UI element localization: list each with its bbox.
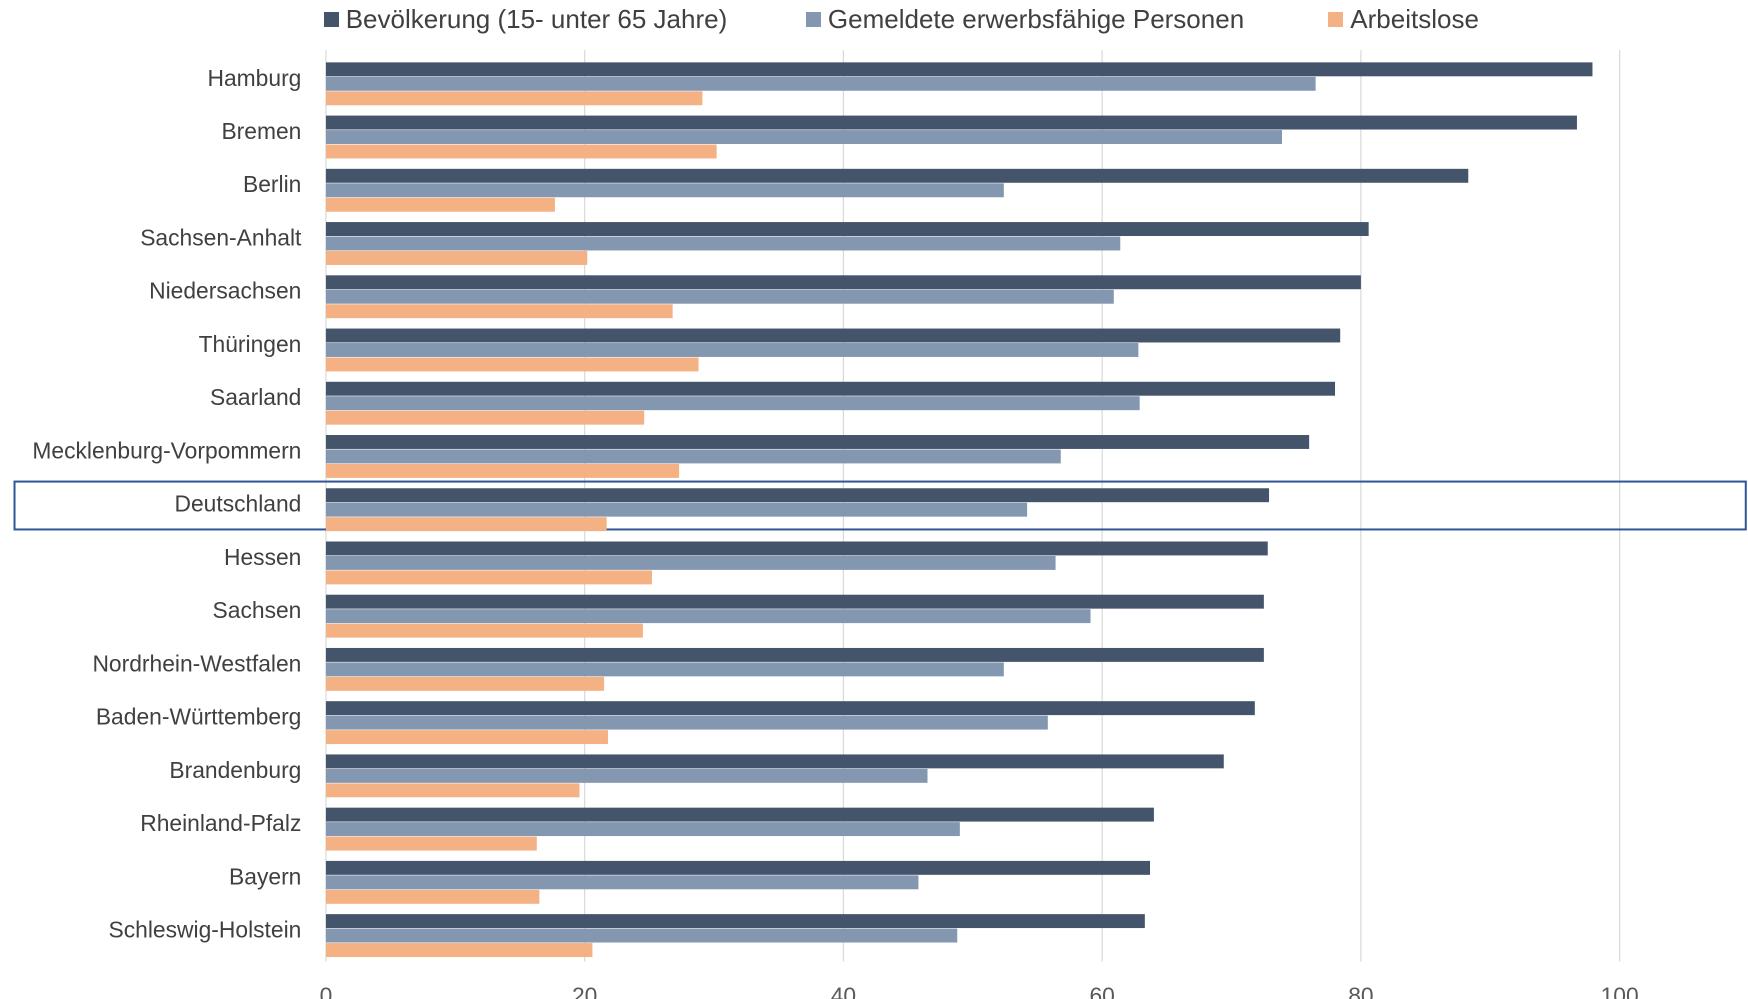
bar-bayern-series-0 (325, 860, 1151, 875)
x-tick-label-60: 60 (1089, 983, 1114, 999)
bar-baden-wuerttemberg-series-1 (325, 715, 1048, 730)
legend-label-bevoelkerung: Bevölkerung (15- unter 65 Jahre) (345, 3, 728, 34)
category-label-nordrhein-westfalen: Nordrhein-Westfalen (92, 650, 301, 676)
bar-niedersachsen-series-2 (325, 304, 673, 319)
category-label-sachsen-anhalt: Sachsen-Anhalt (140, 224, 302, 250)
legend-label-arbeitslose: Arbeitslose (1350, 3, 1479, 34)
bar-schleswig-holstein-series-0 (325, 914, 1145, 929)
legend-item-bevoelkerung: Bevölkerung (15- unter 65 Jahre) (323, 2, 728, 36)
bar-hessen-series-0 (325, 541, 1268, 556)
bar-bayern-series-2 (325, 889, 540, 904)
bar-bayern-series-1 (325, 875, 919, 890)
bar-sachsen-anhalt-series-1 (325, 236, 1121, 251)
bar-hessen-series-2 (325, 570, 652, 585)
x-tick-label-40: 40 (831, 983, 856, 999)
legend-item-arbeitslose: Arbeitslose (1328, 2, 1479, 36)
x-tick-label-20: 20 (572, 983, 597, 999)
legend-swatch-bevoelkerung (323, 11, 339, 27)
bar-hessen-series-1 (325, 555, 1056, 570)
bar-nordrhein-westfalen-series-1 (325, 662, 1004, 677)
category-label-mecklenburg-vorpommern: Mecklenburg-Vorpommern (32, 437, 301, 463)
category-label-hessen: Hessen (224, 544, 301, 570)
category-label-baden-wuerttemberg: Baden-Württemberg (96, 704, 302, 730)
x-tick-label-100: 100 (1601, 983, 1639, 999)
legend: Bevölkerung (15- unter 65 Jahre) Gemelde… (0, 2, 1748, 36)
bar-rheinland-pfalz-series-0 (325, 807, 1154, 822)
bar-thueringen-series-1 (325, 343, 1139, 357)
legend-swatch-arbeitslose (1328, 11, 1344, 27)
bar-bremen-series-2 (325, 144, 717, 159)
x-tick-label-80: 80 (1348, 983, 1373, 999)
bar-hamburg-series-2 (325, 91, 703, 106)
bar-sachsen-series-0 (325, 594, 1264, 609)
legend-swatch-erwerbsfaehige (805, 11, 821, 27)
category-label-bayern: Bayern (229, 863, 301, 889)
bar-bremen-series-1 (325, 130, 1282, 145)
bar-niedersachsen-series-1 (325, 289, 1114, 304)
bar-saarland-series-0 (325, 381, 1336, 396)
bar-mecklenburg-vorpommern-series-0 (325, 435, 1310, 449)
bar-thueringen-series-2 (325, 357, 699, 372)
bar-brandenburg-series-1 (325, 768, 928, 783)
x-tick-label-0: 0 (320, 983, 333, 999)
bar-mecklenburg-vorpommern-series-2 (325, 463, 680, 478)
bar-deutschland-series-0 (325, 488, 1270, 503)
bar-baden-wuerttemberg-series-0 (325, 701, 1255, 716)
category-label-brandenburg: Brandenburg (169, 757, 301, 783)
bar-berlin-series-2 (325, 197, 555, 212)
bar-hamburg-series-1 (325, 76, 1316, 91)
category-label-berlin: Berlin (243, 171, 301, 197)
bar-nordrhein-westfalen-series-2 (325, 676, 605, 691)
bar-mecklenburg-vorpommern-series-1 (325, 449, 1061, 464)
bar-rheinland-pfalz-series-2 (325, 836, 537, 851)
category-label-deutschland: Deutschland (174, 491, 301, 517)
bar-baden-wuerttemberg-series-2 (325, 730, 608, 745)
bar-nordrhein-westfalen-series-0 (325, 647, 1264, 662)
legend-item-erwerbsfaehige: Gemeldete erwerbsfähige Personen (805, 2, 1245, 36)
bar-deutschland-series-1 (325, 502, 1028, 517)
category-label-saarland: Saarland (210, 384, 301, 410)
bar-berlin-series-0 (325, 168, 1469, 183)
bar-brandenburg-series-0 (325, 754, 1224, 769)
category-label-niedersachsen: Niedersachsen (149, 278, 301, 304)
bar-schleswig-holstein-series-2 (325, 943, 593, 958)
bar-sachsen-series-2 (325, 623, 643, 638)
bar-sachsen-series-1 (325, 609, 1091, 624)
bar-sachsen-anhalt-series-0 (325, 222, 1369, 236)
legend-label-erwerbsfaehige: Gemeldete erwerbsfähige Personen (827, 3, 1245, 34)
bar-sachsen-anhalt-series-2 (325, 251, 588, 265)
bar-niedersachsen-series-0 (325, 275, 1361, 290)
category-label-hamburg: Hamburg (207, 65, 301, 91)
bar-schleswig-holstein-series-1 (325, 928, 958, 943)
highlight-box-deutschland (13, 480, 1747, 531)
bar-deutschland-series-2 (325, 517, 607, 532)
category-label-bremen: Bremen (221, 118, 301, 144)
bar-rheinland-pfalz-series-1 (325, 822, 960, 837)
category-label-schleswig-holstein: Schleswig-Holstein (109, 917, 302, 943)
bar-thueringen-series-0 (325, 328, 1341, 343)
bar-bremen-series-0 (325, 115, 1577, 130)
bar-berlin-series-1 (325, 183, 1004, 198)
category-label-sachsen: Sachsen (213, 597, 302, 623)
category-label-thueringen: Thüringen (199, 331, 302, 357)
bar-saarland-series-1 (325, 396, 1140, 411)
category-label-rheinland-pfalz: Rheinland-Pfalz (140, 810, 301, 836)
bar-hamburg-series-0 (325, 62, 1593, 77)
bar-brandenburg-series-2 (325, 783, 580, 798)
bar-saarland-series-2 (325, 410, 645, 425)
